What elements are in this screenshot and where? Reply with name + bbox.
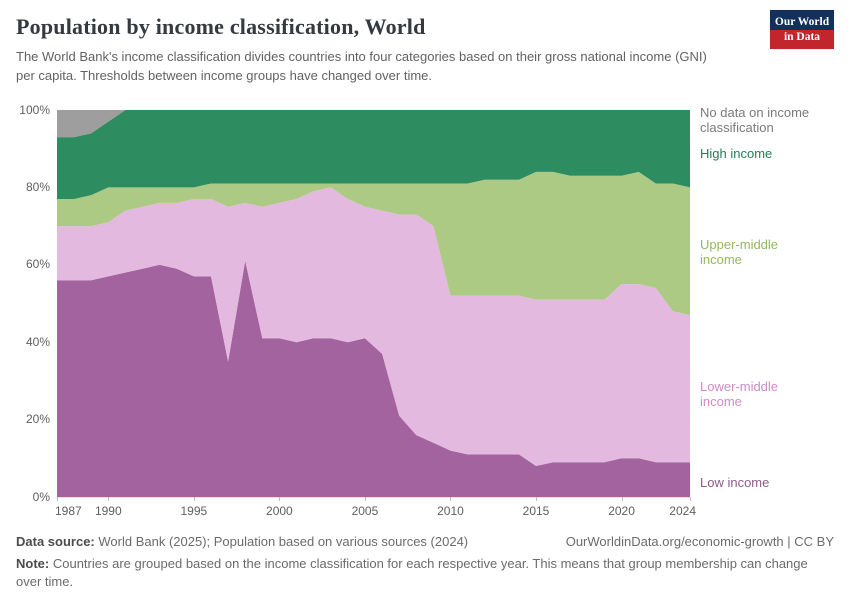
x-axis-tick	[364, 496, 366, 501]
series-label-high-income[interactable]: High income	[700, 145, 773, 161]
x-axis-tick-label: 2015	[522, 503, 550, 518]
x-axis-tick-label: 1990	[94, 503, 122, 518]
x-axis-tick	[193, 496, 195, 501]
owid-logo-line2: in Data	[770, 30, 834, 49]
x-axis-line	[57, 496, 690, 498]
y-axis-tick-label: 100%	[19, 102, 50, 117]
owid-logo[interactable]: Our World in Data	[770, 10, 834, 49]
x-axis-tick	[621, 496, 623, 501]
x-axis-tick-label: 1987	[55, 503, 82, 518]
y-axis-tick-label: 80%	[25, 180, 50, 195]
page-title: Population by income classification, Wor…	[16, 14, 426, 39]
series-label-no-data[interactable]: No data on income classification	[700, 104, 810, 136]
attribution-link[interactable]: OurWorldinData.org/economic-growth | CC …	[565, 534, 834, 549]
x-axis-tick-label: 2005	[351, 503, 379, 518]
chart-header: Population by income classification, Wor…	[0, 0, 850, 86]
plot-area[interactable]	[57, 109, 690, 497]
y-axis-tick-label: 40%	[25, 334, 50, 349]
owid-logo-line1: Our World	[770, 10, 834, 31]
x-axis-tick-label: 2010	[437, 503, 464, 518]
series-label-upper-middle-income[interactable]: Upper-middle income	[700, 236, 779, 268]
x-axis-tick	[690, 496, 691, 501]
y-axis-tick-label: 20%	[25, 412, 50, 427]
y-axis-tick-label: 60%	[25, 257, 50, 272]
stacked-area-chart: No data on income classification High in…	[16, 103, 834, 524]
x-axis-tick-label: 2020	[608, 503, 635, 518]
x-axis-tick	[279, 496, 281, 501]
note-text: Countries are grouped based on the incom…	[16, 556, 808, 590]
y-axis-tick-label: 0%	[32, 489, 50, 504]
x-axis-tick	[450, 496, 452, 501]
x-axis-tick-label: 2024	[669, 503, 696, 518]
x-axis-tick-label: 1995	[180, 503, 208, 518]
note-label: Note:	[16, 556, 50, 571]
series-label-low-income[interactable]: Low income	[700, 474, 770, 490]
data-source-label: Data source:	[16, 534, 95, 549]
x-axis-tick	[536, 496, 538, 501]
x-axis-tick-label: 2000	[266, 503, 293, 518]
data-source: Data source: World Bank (2025); Populati…	[16, 534, 468, 549]
chart-subtitle: The World Bank's income classification d…	[16, 49, 707, 83]
chart-footer: Data source: World Bank (2025); Populati…	[0, 534, 850, 591]
x-axis-tick	[108, 496, 110, 501]
x-axis-tick	[57, 496, 58, 501]
series-label-lower-middle-income[interactable]: Lower-middle income	[700, 378, 779, 410]
data-source-text: World Bank (2025); Population based on v…	[98, 534, 469, 549]
